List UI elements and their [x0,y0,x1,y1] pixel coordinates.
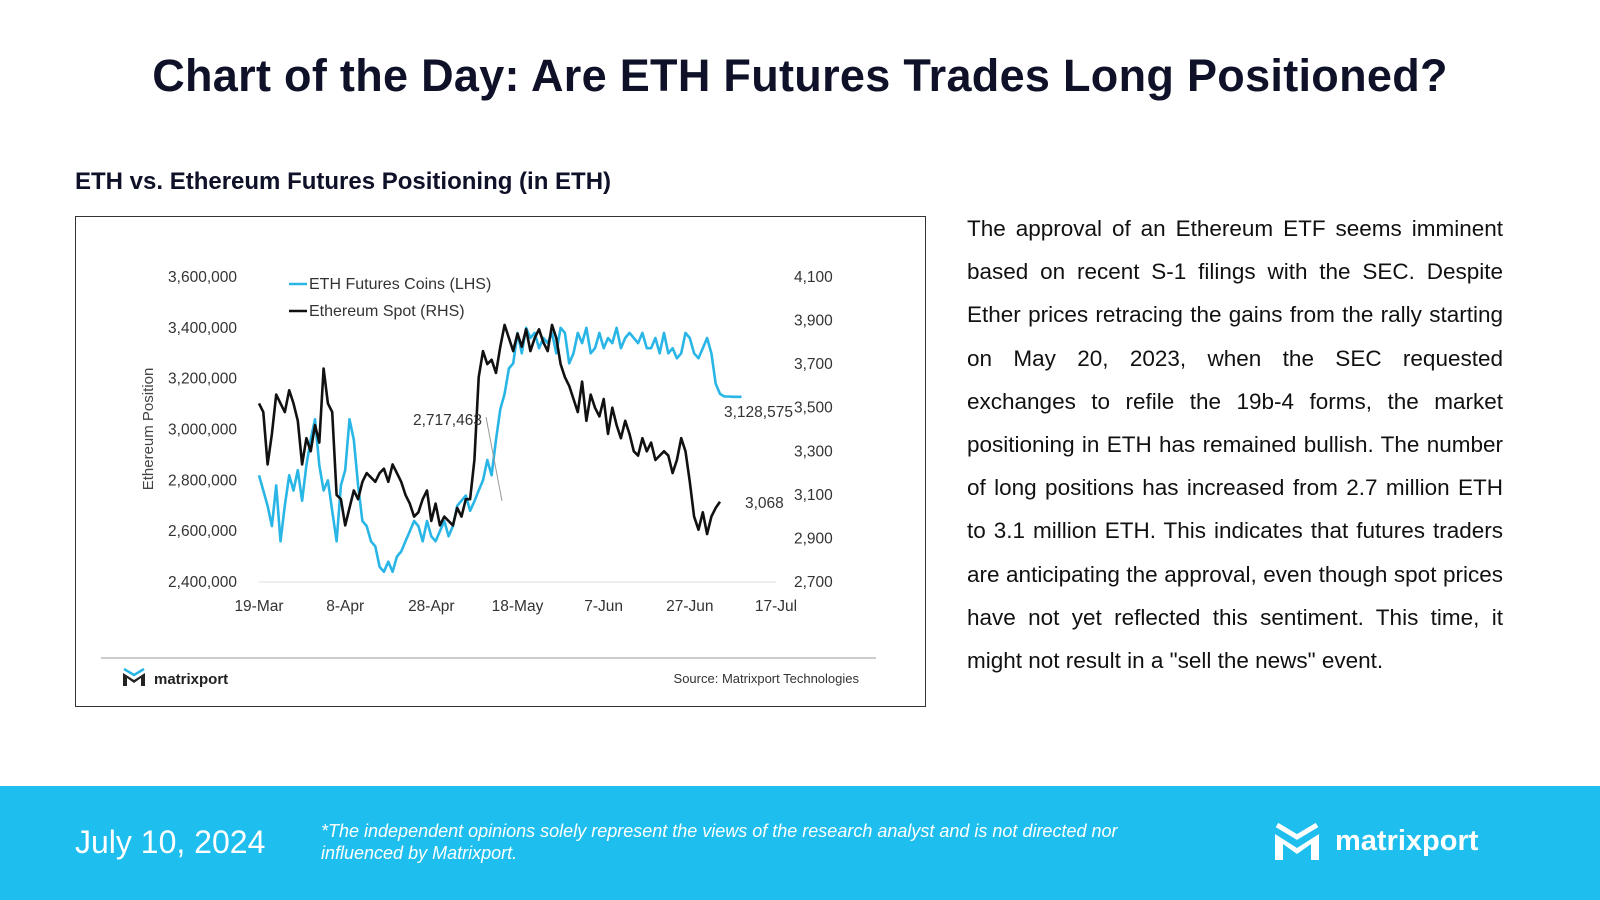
y-left-tick-label: 3,400,000 [168,320,237,337]
chart-logo-icon [123,667,145,686]
x-tick-label: 19-Mar [234,598,283,615]
y-right-tick-label: 3,500 [794,400,833,417]
y-left-tick-label: 2,400,000 [168,574,237,591]
annotation-futures-last: 3,128,575 [724,404,793,421]
y-right-tick-label: 3,700 [794,356,833,373]
commentary-text: The approval of an Ethereum ETF seems im… [967,216,1503,674]
chart-heading: ETH vs. Ethereum Futures Positioning (in… [75,168,612,195]
x-tick-label: 28-Apr [408,598,455,615]
x-tick-label: 18-May [492,598,544,615]
x-tick-label: 7-Jun [584,598,623,615]
y-right-tick-label: 3,100 [794,487,833,504]
legend: ETH Futures Coins (LHS) Ethereum Spot (R… [289,276,491,320]
y-left-tick-label: 3,200,000 [168,371,237,388]
chart-frame: 3,600,000 3,400,000 3,200,000 3,000,000 2,80… [75,216,926,707]
y-axis-title: Ethereum Position [140,368,157,491]
chart-logo-text: matrixport [154,671,228,688]
series-line-futures [257,326,742,574]
x-tick-label: 8-Apr [326,598,364,615]
y-right-tick-label: 3,900 [794,313,833,330]
chart-source: Source: Matrixport Technologies [674,671,860,686]
y-left-tick-label: 2,600,000 [168,523,237,540]
footer-bar: July 10, 2024 *The independent opinions … [0,786,1600,900]
disclaimer: *The independent opinions solely represe… [321,821,1118,863]
eth-futures-chart: 3,600,000 3,400,000 3,200,000 3,000,000 2,80… [101,269,876,688]
legend-spot-label: Ethereum Spot (RHS) [309,303,465,320]
annotations: 2,717,463 3,128,575 3,068 [413,404,793,512]
annotation-leader-line [485,416,503,502]
y-right-tick-label: 2,700 [794,574,833,591]
footer-logo: matrixport [1273,818,1478,864]
footer-logo-text: matrixport [1335,824,1479,857]
matrixport-logo-icon [1275,822,1319,860]
legend-futures-label: ETH Futures Coins (LHS) [309,276,491,293]
y-right-tick-label: 3,300 [794,443,833,460]
x-tick-label: 27-Jun [666,598,713,615]
y-right-tick-label: 4,100 [794,269,833,286]
y-left-tick-label: 3,600,000 [168,269,237,286]
x-tick-label: 17-Jul [755,598,797,615]
annotation-spot-last: 3,068 [745,495,784,512]
annotation-futures-low: 2,717,463 [413,412,482,429]
y-right-tick-label: 2,900 [794,530,833,547]
y-left-tick-label: 3,000,000 [168,422,237,439]
y-left-tick-label: 2,800,000 [168,472,237,489]
report-date: July 10, 2024 [75,824,266,860]
page-title: Chart of the Day: Are ETH Futures Trades… [152,50,1448,101]
series-line-spot [257,323,722,536]
